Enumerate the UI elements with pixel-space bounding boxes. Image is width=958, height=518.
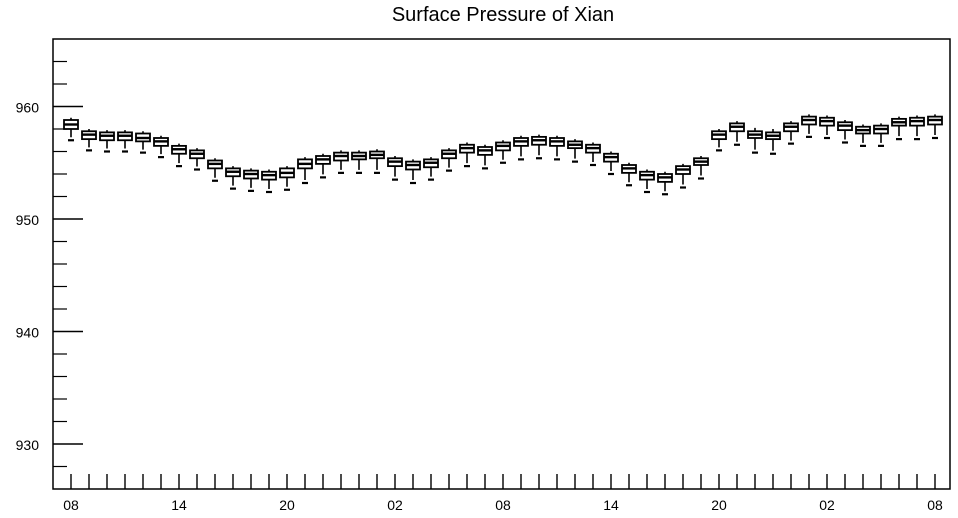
box-plot	[891, 116, 907, 141]
y-tick-label: 960	[16, 100, 40, 116]
box-plot	[837, 120, 853, 144]
box-plot	[549, 135, 565, 161]
x-tick-label: 14	[171, 497, 187, 513]
box-plot	[369, 149, 385, 174]
box-plot	[117, 130, 133, 153]
box-plot	[387, 156, 403, 181]
y-tick-label: 930	[16, 437, 40, 453]
box-plot	[333, 150, 349, 174]
box-plot	[729, 121, 745, 146]
box-plot	[927, 114, 943, 140]
box-series	[63, 114, 943, 196]
y-tick-label: 950	[16, 212, 40, 228]
x-tick-label: 02	[819, 497, 835, 513]
box-plot	[531, 134, 547, 160]
chart-title: Surface Pressure of Xian	[391, 4, 615, 26]
box-plot	[873, 123, 889, 147]
box-plot	[783, 121, 799, 145]
box-plot	[477, 144, 493, 170]
box-plot	[855, 124, 871, 147]
box-plot	[261, 169, 277, 194]
box-plot	[63, 117, 79, 142]
plot-frame	[52, 38, 951, 490]
x-tick-label: 08	[495, 497, 511, 513]
box-plot	[315, 153, 331, 179]
box-plot	[423, 157, 439, 181]
box-plot	[675, 163, 691, 189]
x-tick-label: 08	[927, 497, 943, 513]
box-plot	[567, 139, 583, 163]
box-plot	[297, 157, 313, 185]
box-plot	[207, 158, 223, 182]
box-plot	[909, 115, 925, 141]
box-plot	[603, 151, 619, 176]
x-axis: 08 14 20 02 08 14 20 02 08	[63, 474, 943, 513]
box-plot	[747, 127, 763, 154]
box-plot	[765, 129, 781, 155]
box-plot	[459, 142, 475, 168]
box-plot	[441, 148, 457, 172]
box-plot	[585, 142, 601, 167]
x-tick-label: 14	[603, 497, 619, 513]
box-plot	[135, 131, 151, 154]
box-plot	[801, 114, 817, 138]
box-plot	[657, 171, 673, 196]
box-plot	[405, 159, 421, 185]
box-plot	[171, 143, 187, 168]
y-axis: 930 940 950 960	[16, 60, 83, 468]
x-tick-label: 20	[279, 497, 295, 513]
x-tick-label: 08	[63, 497, 79, 513]
box-plot	[99, 130, 115, 153]
box-plot	[711, 129, 727, 152]
box-plot	[189, 148, 205, 171]
box-plot	[225, 166, 241, 190]
box-plot	[639, 169, 655, 194]
box-plot	[621, 162, 637, 187]
y-tick-label: 940	[16, 325, 40, 341]
x-tick-label: 20	[711, 497, 727, 513]
box-plot	[243, 168, 259, 192]
box-plot	[81, 129, 97, 152]
box-plot	[495, 140, 511, 164]
box-plot	[693, 156, 709, 180]
box-plot	[351, 150, 367, 174]
box-plot	[153, 135, 169, 159]
box-plot	[279, 166, 295, 191]
box-plot	[513, 135, 529, 161]
box-plot	[819, 115, 835, 140]
x-tick-label: 02	[387, 497, 403, 513]
